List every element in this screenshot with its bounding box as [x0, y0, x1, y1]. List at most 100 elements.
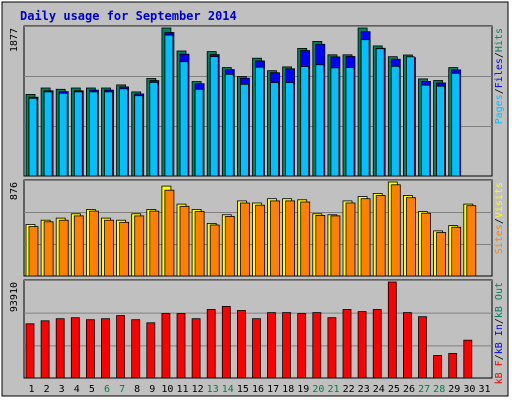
top-bar-pages-day-9 [149, 82, 159, 177]
top-max-label: 1877 [9, 28, 20, 52]
middle-bar-sites-day-17 [270, 200, 280, 277]
day-label-17: 17 [267, 384, 279, 395]
day-label-18: 18 [282, 384, 294, 395]
bottom-bar-kbytes-f-day-14 [221, 305, 231, 379]
top-bar-pages-day-18 [285, 82, 295, 177]
middle-bar-sites-day-23 [360, 198, 371, 277]
top-bar-pages-day-23 [360, 39, 370, 177]
day-label-13: 13 [207, 384, 219, 395]
day-label-7: 7 [119, 384, 125, 395]
bottom-legend-item: kB In [494, 324, 505, 354]
day-label-5: 5 [89, 384, 95, 395]
bottom-bar-kbytes-f-day-10 [161, 313, 171, 379]
bottom-bar-kbytes-f-day-25 [387, 281, 397, 379]
top-bar-pages-day-14 [224, 73, 234, 177]
top-bar-pages-day-26 [405, 56, 415, 177]
top-legend: Pages/Files/Hits [494, 28, 505, 124]
day-label-1: 1 [28, 384, 34, 395]
day-label-6: 6 [104, 384, 110, 395]
top-bar-pages-day-22 [345, 67, 355, 177]
top-bar-pages-day-1 [28, 97, 38, 177]
bottom-bar-kbytes-f-day-24 [372, 309, 382, 379]
day-label-25: 25 [388, 384, 400, 395]
top-bar-pages-day-5 [89, 91, 98, 177]
top-bar-pages-day-15 [239, 83, 249, 177]
middle-legend: Sites/Visits [494, 182, 505, 254]
middle-bar-sites-day-6 [104, 219, 114, 277]
bottom-bar-kbytes-f-day-27 [418, 316, 427, 379]
top-bar-pages-day-19 [300, 66, 310, 177]
day-axis: 1 2 3 4 5 6 7 8 9 10 11 12 13 14 15 16 17 18 19 20 21 22 23 24 2… [28, 384, 490, 395]
bottom-bar-kbytes-f-day-26 [402, 312, 412, 379]
top-bar-pages-day-20 [315, 64, 325, 177]
middle-bar-sites-day-1 [28, 226, 39, 277]
bottom-bar-kbytes-f-day-20 [312, 312, 322, 379]
middle-bar-sites-day-12 [194, 211, 205, 277]
top-bar-pages-day-7 [119, 88, 128, 177]
bottom-bar-kbytes-f-day-1 [25, 323, 35, 379]
top-legend-item: Pages [494, 94, 505, 124]
day-label-9: 9 [149, 384, 155, 395]
middle-bar-sites-day-11 [179, 205, 190, 277]
middle-bar-sites-day-21 [330, 215, 341, 277]
bottom-max-label: 93910 [9, 282, 20, 312]
middle-bar-sites-day-27 [421, 212, 431, 277]
middle-bar-sites-day-25 [390, 184, 401, 277]
bottom-bar-kbytes-f-day-2 [40, 320, 50, 379]
bottom-bar-kbytes-f-day-21 [327, 317, 337, 379]
middle-bar-sites-day-26 [405, 197, 416, 277]
top-legend-item: Files [494, 58, 505, 88]
bottom-bar-kbytes-f-day-6 [101, 318, 110, 379]
top-legend-item: / [494, 88, 505, 94]
top-bar-pages-day-16 [255, 66, 264, 177]
day-label-26: 26 [403, 384, 415, 395]
panel-hits-files-pages: 1877 Pages/Files/Hits [9, 25, 505, 177]
day-label-23: 23 [358, 384, 370, 395]
top-bar-pages-day-4 [73, 91, 83, 177]
middle-bar-sites-day-24 [375, 195, 386, 277]
top-bar-pages-day-28 [436, 85, 446, 177]
top-bar-pages-day-27 [421, 84, 430, 177]
middle-bar-sites-day-30 [466, 205, 477, 277]
middle-bar-sites-day-2 [43, 221, 54, 277]
middle-legend-item: Visits [494, 182, 505, 218]
bottom-bar-kbytes-f-day-15 [236, 310, 246, 379]
bottom-legend: kB F/kB In/kB Out [494, 282, 505, 384]
top-bar-pages-day-8 [134, 95, 144, 177]
middle-bar-sites-day-5 [89, 210, 99, 277]
bottom-bar-kbytes-f-day-8 [131, 319, 141, 379]
bottom-bar-kbytes-f-day-13 [206, 309, 216, 379]
bottom-legend-item: / [494, 318, 505, 324]
bottom-bar-kbytes-f-day-4 [70, 317, 80, 379]
top-bar-pages-day-25 [390, 65, 400, 177]
bottom-bar-kbytes-f-day-9 [146, 322, 156, 379]
top-bar-pages-day-17 [270, 82, 279, 177]
top-bar-pages-day-13 [209, 56, 219, 177]
day-label-28: 28 [433, 384, 445, 395]
bottom-bar-kbytes-f-day-23 [357, 311, 367, 379]
middle-legend-item: Sites [494, 224, 505, 254]
day-label-19: 19 [297, 384, 309, 395]
day-label-15: 15 [237, 384, 249, 395]
bottom-legend-item: kB Out [494, 282, 505, 318]
middle-bar-sites-day-19 [300, 201, 311, 277]
day-label-22: 22 [343, 384, 355, 395]
day-label-12: 12 [192, 384, 204, 395]
day-label-11: 11 [176, 384, 188, 395]
day-label-2: 2 [44, 384, 50, 395]
top-bar-pages-day-2 [43, 91, 53, 177]
top-bar-pages-day-6 [104, 91, 113, 177]
bottom-bar-kbytes-f-day-17 [267, 312, 276, 379]
bottom-bar-kbytes-f-day-30 [463, 339, 473, 379]
middle-bar-sites-day-8 [134, 215, 145, 277]
day-label-10: 10 [161, 384, 173, 395]
bottom-bar-kbytes-f-day-11 [176, 313, 186, 379]
middle-bar-sites-day-4 [73, 215, 84, 277]
bottom-bar-kbytes-f-day-29 [448, 353, 458, 379]
day-label-20: 20 [312, 384, 324, 395]
bottom-legend-item: kB F [494, 360, 505, 384]
day-label-3: 3 [59, 384, 65, 395]
top-bar-pages-day-24 [375, 48, 385, 177]
